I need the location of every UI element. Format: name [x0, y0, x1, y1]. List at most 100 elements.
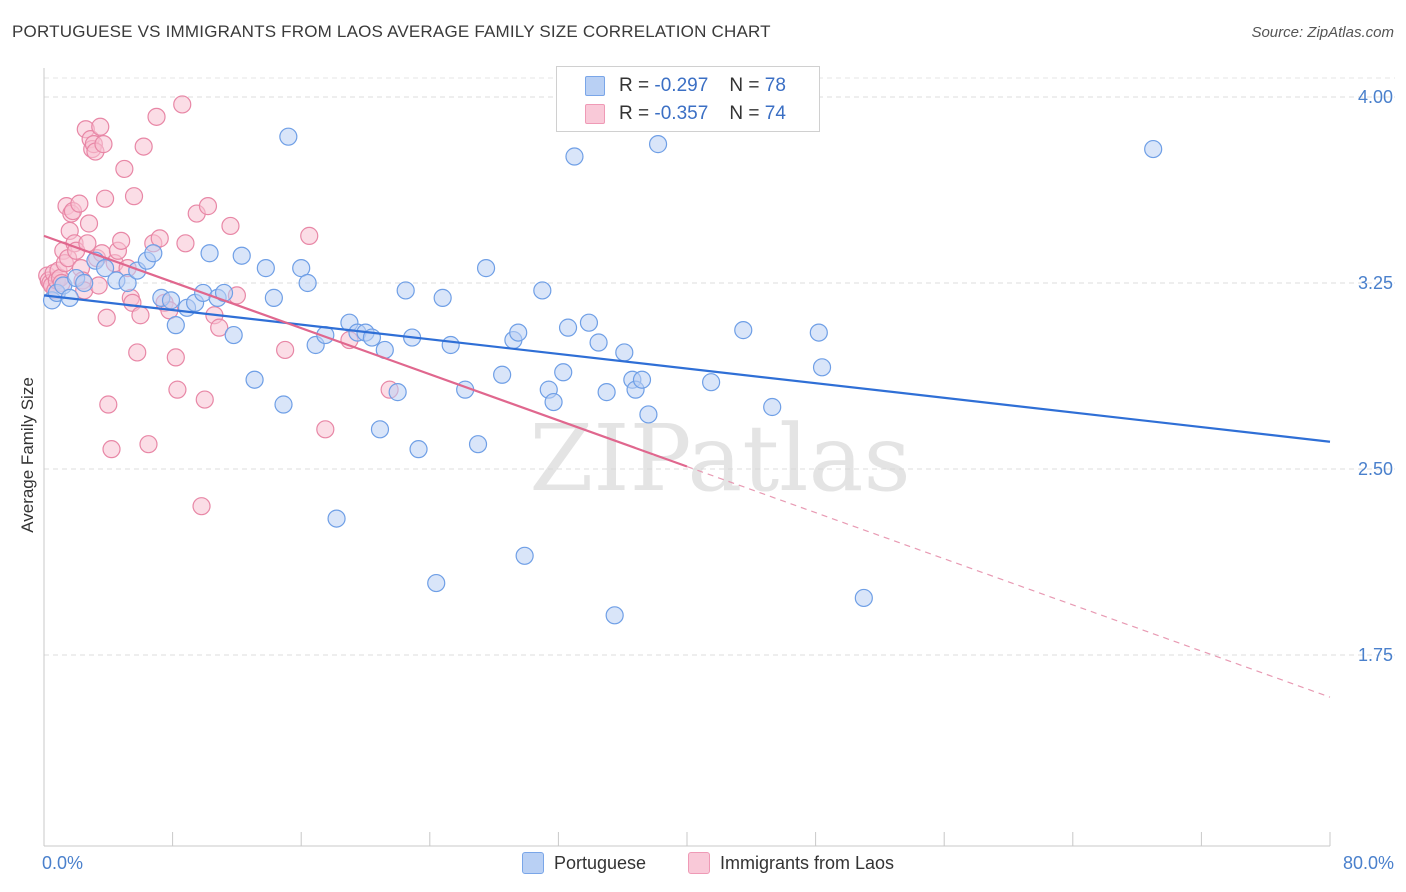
- portuguese-point: [632, 370, 652, 389]
- laos-point: [79, 214, 99, 233]
- y-tick-label: 1.75: [1358, 645, 1393, 665]
- laos-point: [147, 107, 166, 126]
- laos-point: [95, 189, 115, 208]
- portuguese-point: [200, 244, 219, 263]
- portuguese-point: [509, 323, 528, 342]
- laos-point: [124, 187, 144, 206]
- r-label: R =: [619, 75, 650, 96]
- source-label: Source: ZipAtlas.com: [1251, 24, 1394, 41]
- portuguese-point: [409, 440, 428, 459]
- laos-point: [70, 194, 89, 213]
- chart-title: PORTUGUESE VS IMMIGRANTS FROM LAOS AVERA…: [12, 22, 771, 41]
- n-value: 78: [764, 75, 786, 96]
- portuguese-point: [854, 588, 873, 608]
- laos-point: [99, 395, 118, 414]
- portuguese-point: [118, 273, 137, 293]
- portuguese-point: [279, 127, 298, 146]
- portuguese-point: [441, 335, 460, 355]
- portuguese-point: [554, 363, 573, 382]
- legend-row-laos: R = -0.357 N = 74: [585, 101, 786, 127]
- portuguese-point: [605, 606, 624, 625]
- portuguese-legend-swatch: [522, 852, 544, 874]
- laos-trend-extension: [686, 465, 1331, 698]
- portuguese-point: [256, 259, 275, 278]
- portuguese-point: [433, 288, 452, 307]
- laos-point: [276, 340, 295, 360]
- laos-point: [91, 117, 110, 136]
- r-value: -0.297: [654, 75, 709, 96]
- portuguese-point: [809, 323, 828, 342]
- trend-lines: [43, 234, 1331, 698]
- portuguese-point: [476, 259, 496, 278]
- laos-point: [168, 380, 187, 399]
- portuguese-point: [544, 392, 563, 412]
- n-value: 74: [764, 103, 786, 124]
- portuguese-point: [264, 288, 283, 307]
- y-tick-label: 4.00: [1358, 87, 1393, 107]
- portuguese-point: [515, 546, 534, 565]
- portuguese-point: [639, 405, 658, 424]
- portuguese-point: [427, 573, 446, 593]
- legend-row-portuguese: R = -0.297 N = 78: [585, 73, 786, 99]
- laos-legend-label: Immigrants from Laos: [720, 852, 895, 873]
- portuguese-point: [274, 395, 293, 414]
- portuguese-point: [763, 397, 782, 417]
- laos-point: [131, 306, 150, 325]
- laos-point: [173, 95, 192, 114]
- portuguese-point: [396, 281, 415, 300]
- portuguese-point: [327, 509, 346, 528]
- portuguese-point: [615, 343, 634, 362]
- axes: [43, 68, 1331, 847]
- correlation-legend: R = -0.297 N = 78 R = -0.357 N = 74: [556, 66, 820, 132]
- laos-point: [94, 135, 113, 154]
- laos-point: [176, 234, 195, 253]
- laos-point: [316, 420, 335, 439]
- x-tick-max: 80.0%: [1342, 853, 1394, 873]
- portuguese-point: [388, 383, 407, 402]
- laos-point: [115, 159, 134, 179]
- portuguese-point: [370, 420, 390, 439]
- portuguese-point: [224, 325, 243, 345]
- portuguese-point: [245, 370, 264, 389]
- portuguese-point: [232, 246, 251, 265]
- legend-item-laos: Immigrants from Laos: [688, 852, 894, 874]
- laos-point: [192, 497, 211, 516]
- laos-swatch: [585, 104, 605, 124]
- laos-point: [102, 440, 121, 459]
- portuguese-point: [1144, 139, 1163, 159]
- laos-point: [97, 308, 116, 327]
- grid-lines: [44, 77, 1395, 656]
- portuguese-point: [812, 358, 832, 377]
- portuguese-point: [597, 383, 616, 402]
- laos-point: [139, 435, 158, 454]
- laos-point: [210, 318, 229, 337]
- portuguese-point: [144, 244, 163, 263]
- portuguese-point: [533, 281, 552, 300]
- portuguese-point: [161, 291, 181, 310]
- r-value: -0.357: [654, 103, 709, 124]
- portuguese-point: [648, 135, 668, 154]
- portuguese-point: [493, 365, 512, 384]
- laos-legend-swatch: [688, 852, 710, 874]
- n-label: N =: [729, 103, 760, 124]
- legend-item-portuguese: Portuguese: [522, 852, 646, 874]
- laos-point: [134, 137, 153, 156]
- r-label: R =: [619, 103, 650, 124]
- laos-point: [300, 226, 319, 245]
- portuguese-point: [702, 373, 721, 392]
- portuguese-point: [565, 147, 584, 166]
- portuguese-legend-label: Portuguese: [554, 852, 647, 873]
- portuguese-point: [579, 313, 599, 332]
- y-tick-label: 2.50: [1358, 459, 1393, 479]
- laos-point: [195, 390, 214, 409]
- laos-trend-line: [43, 234, 688, 468]
- portuguese-point: [589, 333, 608, 352]
- portuguese-swatch: [585, 76, 605, 96]
- y-tick-labels: 1.75 2.50 3.25 4.00: [1358, 87, 1393, 665]
- portuguese-point: [558, 318, 578, 337]
- portuguese-point: [166, 316, 185, 335]
- n-label: N =: [729, 75, 760, 96]
- y-tick-label: 3.25: [1358, 273, 1393, 293]
- portuguese-point: [468, 435, 488, 454]
